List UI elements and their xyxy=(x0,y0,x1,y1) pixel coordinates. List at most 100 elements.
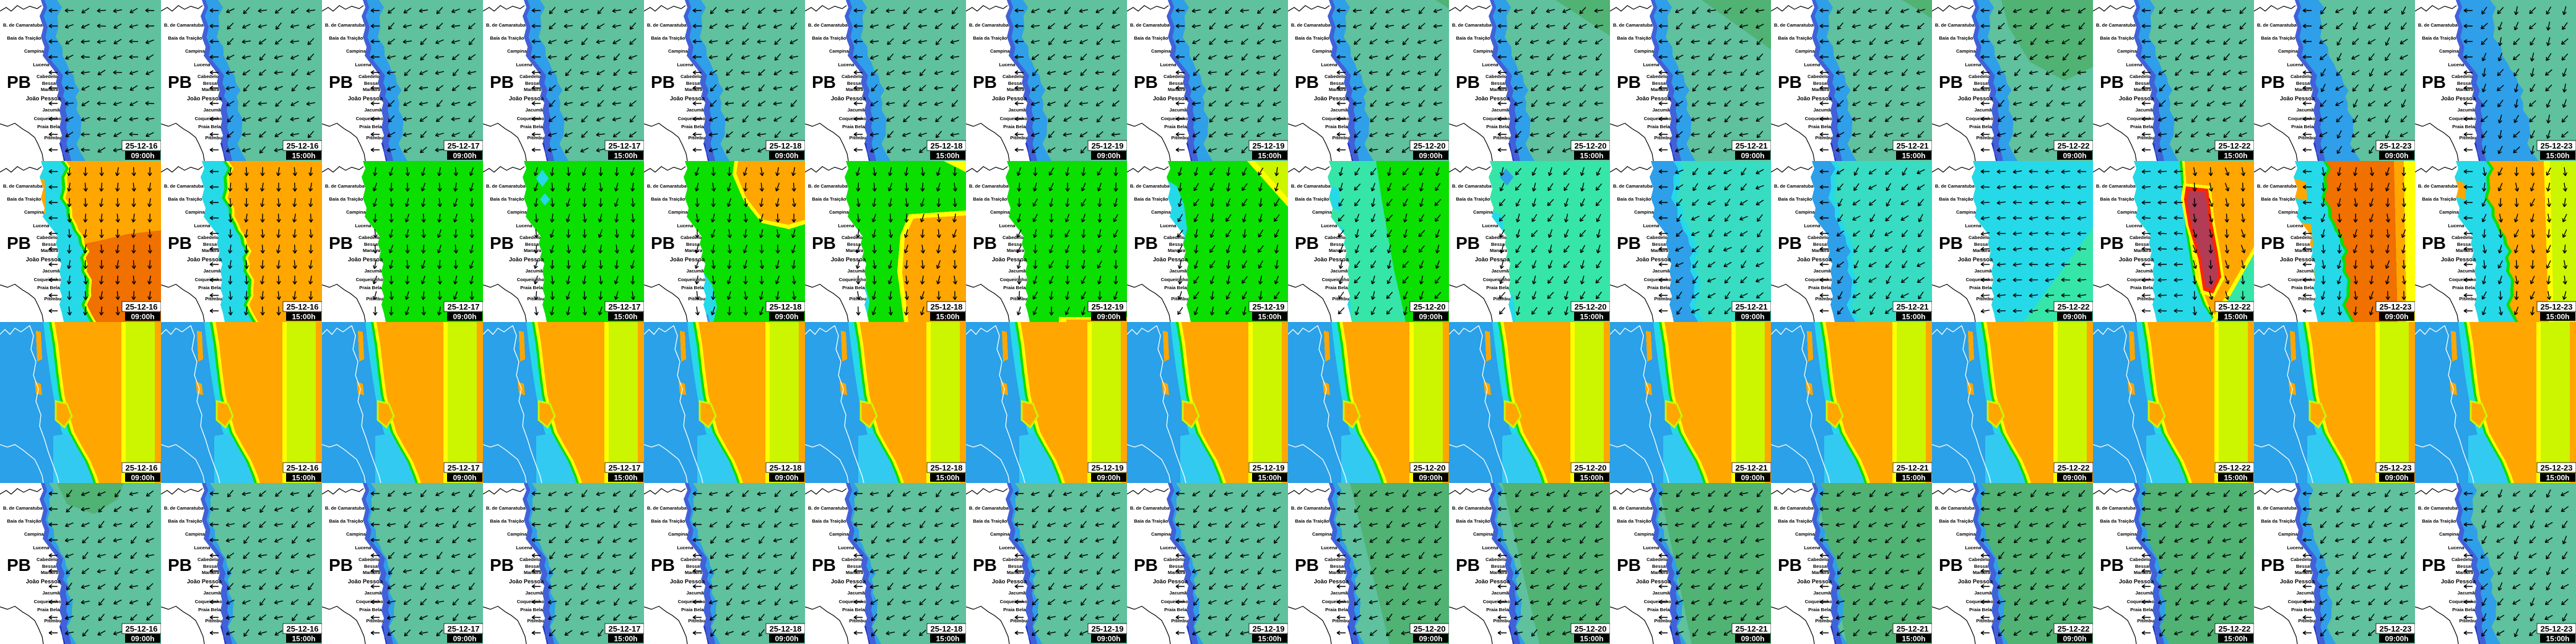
place-label: Manaíra xyxy=(1168,87,1186,92)
place-label: B. de Camaratuba xyxy=(969,505,1009,511)
forecast-tile-r4-c1[interactable]: B. de Camaratuba Baía da Traição Campina Lu… xyxy=(0,483,161,644)
forecast-tile-r4-c2[interactable]: B. de Camaratuba Baía da Traição Campina Lu… xyxy=(161,483,322,644)
forecast-tile-r3-c1[interactable]: 25-12-16 09:00h xyxy=(0,322,161,483)
forecast-tile-r4-c11[interactable]: B. de Camaratuba Baía da Traição Campina Lu… xyxy=(1610,483,1771,644)
forecast-tile-r3-c15[interactable]: 25-12-23 09:00h xyxy=(2254,322,2415,483)
time-label: 09:00h xyxy=(453,152,476,160)
forecast-tile-r3-c16[interactable]: 25-12-23 15:00h xyxy=(2415,322,2576,483)
forecast-tile-r1-c8[interactable]: B. de Camaratuba Baía da Traição Campina Lu… xyxy=(1127,0,1288,161)
forecast-tile-r1-c12[interactable]: B. de Camaratuba Baía da Traição Campina Lu… xyxy=(1771,0,1932,161)
place-label: Coqueirinho xyxy=(1483,599,1511,604)
date-box xyxy=(765,623,805,634)
forecast-tile-r1-c16[interactable]: B. de Camaratuba Baía da Traição Campina Lu… xyxy=(2415,0,2576,161)
forecast-tile-r2-c15[interactable]: B. de Camaratuba Baía da Traição Campina Lu… xyxy=(2254,161,2415,322)
forecast-tile-r2-c5[interactable]: B. de Camaratuba Baía da Traição Campina Lu… xyxy=(644,161,805,322)
forecast-tile-r1-c1[interactable]: B. de Camaratuba Baía da Traição Campina Lu… xyxy=(0,0,161,161)
forecast-tile-r3-c12[interactable]: 25-12-21 15:00h xyxy=(1771,322,1932,483)
forecast-tile-r3-c14[interactable]: 25-12-22 15:00h xyxy=(2093,322,2254,483)
forecast-tile-r4-c9[interactable]: B. de Camaratuba Baía da Traição Campina Lu… xyxy=(1288,483,1449,644)
forecast-tile-r4-c7[interactable]: B. de Camaratuba Baía da Traição Campina Lu… xyxy=(966,483,1127,644)
forecast-tile-r3-c2[interactable]: 25-12-16 15:00h xyxy=(161,322,322,483)
forecast-tile-r3-c11[interactable]: 25-12-21 09:00h xyxy=(1610,322,1771,483)
forecast-tile-r1-c3[interactable]: B. de Camaratuba Baía da Traição Campina Lu… xyxy=(322,0,483,161)
place-label: Baía da Traição xyxy=(1134,518,1168,524)
forecast-tile-r3-c6[interactable]: 25-12-18 15:00h xyxy=(805,322,966,483)
forecast-tile-r2-c8[interactable]: B. de Camaratuba Baía da Traição Campina Lu… xyxy=(1127,161,1288,322)
forecast-tile-r4-c5[interactable]: B. de Camaratuba Baía da Traição Campina Lu… xyxy=(644,483,805,644)
forecast-tile-r2-c11[interactable]: B. de Camaratuba Baía da Traição Campina Lu… xyxy=(1610,161,1771,322)
sea-layers xyxy=(1610,322,1771,483)
forecast-tile-r4-c14[interactable]: B. de Camaratuba Baía da Traição Campina Lu… xyxy=(2093,483,2254,644)
date-label: 25-12-23 xyxy=(2540,463,2572,472)
place-label: João Pessoa xyxy=(26,95,61,102)
forecast-tile-r2-c2[interactable]: B. de Camaratuba Baía da Traição Campina Lu… xyxy=(161,161,322,322)
place-label: Campina xyxy=(24,48,45,54)
place-label: Praia Bela xyxy=(842,285,865,290)
forecast-tile-r4-c3[interactable]: B. de Camaratuba Baía da Traição Campina Lu… xyxy=(322,483,483,644)
forecast-tile-r4-c15[interactable]: B. de Camaratuba Baía da Traição Campina Lu… xyxy=(2254,483,2415,644)
forecast-tile-r1-c14[interactable]: B. de Camaratuba Baía da Traição Campina Lu… xyxy=(2093,0,2254,161)
place-labels: B. de Camaratuba Baía da Traição Campina Lu… xyxy=(2418,22,2476,141)
forecast-tile-r4-c16[interactable]: B. de Camaratuba Baía da Traição Campina Lu… xyxy=(2415,483,2576,644)
forecast-tile-r2-c3[interactable]: B. de Camaratuba Baía da Traição Campina Lu… xyxy=(322,161,483,322)
forecast-tile-r2-c14[interactable]: B. de Camaratuba Baía da Traição Campina Lu… xyxy=(2093,161,2254,322)
forecast-tile-r1-c11[interactable]: B. de Camaratuba Baía da Traição Campina Lu… xyxy=(1610,0,1771,161)
place-label: João Pessoa xyxy=(1314,95,1349,102)
forecast-tile-r3-c5[interactable]: 25-12-18 09:00h xyxy=(644,322,805,483)
date-box xyxy=(1248,623,1288,634)
forecast-tile-r1-c9[interactable]: B. de Camaratuba Baía da Traição Campina Lu… xyxy=(1288,0,1449,161)
forecast-tile-r2-c9[interactable]: B. de Camaratuba Baía da Traição Campina Lu… xyxy=(1288,161,1449,322)
date-label: 25-12-22 xyxy=(2218,463,2250,472)
place-label: Cabedelo xyxy=(1164,74,1185,79)
place-label: João Pessoa xyxy=(670,95,705,102)
forecast-tile-r3-c4[interactable]: 25-12-17 15:00h xyxy=(483,322,644,483)
place-label: Baía da Traição xyxy=(1617,35,1651,41)
forecast-tile-r4-c13[interactable]: B. de Camaratuba Baía da Traição Campina Lu… xyxy=(1932,483,2093,644)
forecast-tile-r3-c9[interactable]: 25-12-20 09:00h xyxy=(1288,322,1449,483)
forecast-tile-r1-c7[interactable]: B. de Camaratuba Baía da Traição Campina Lu… xyxy=(966,0,1127,161)
place-labels: B. de Camaratuba Baía da Traição Campina Lu… xyxy=(1452,183,1510,302)
wind-arrows xyxy=(1980,169,2087,313)
forecast-tile-r1-c5[interactable]: B. de Camaratuba Baía da Traição Campina Lu… xyxy=(644,0,805,161)
place-labels: B. de Camaratuba Baía da Traição Campina Lu… xyxy=(1452,22,1510,141)
forecast-tile-r2-c13[interactable]: B. de Camaratuba Baía da Traição Campina Lu… xyxy=(1932,161,2093,322)
place-label: Jacumã xyxy=(2457,268,2475,274)
time-box xyxy=(1574,634,1609,643)
forecast-tile-r4-c10[interactable]: B. de Camaratuba Baía da Traição Campina Lu… xyxy=(1449,483,1610,644)
forecast-tile-r1-c6[interactable]: B. de Camaratuba Baía da Traição Campina Lu… xyxy=(805,0,966,161)
forecast-tile-r1-c4[interactable]: B. de Camaratuba Baía da Traição Campina Lu… xyxy=(483,0,644,161)
forecast-tile-r4-c12[interactable]: B. de Camaratuba Baía da Traição Campina Lu… xyxy=(1771,483,1932,644)
forecast-tile-r3-c8[interactable]: 25-12-19 15:00h xyxy=(1127,322,1288,483)
wave-map: 25-12-19 15:00h xyxy=(1127,322,1288,483)
place-label: Jacumã xyxy=(1169,268,1187,274)
forecast-tile-r4-c8[interactable]: B. de Camaratuba Baía da Traição Campina Lu… xyxy=(1127,483,1288,644)
place-label: Praia Bela xyxy=(842,124,865,129)
forecast-tile-r3-c10[interactable]: 25-12-20 15:00h xyxy=(1449,322,1610,483)
state-label: PB xyxy=(1778,72,1802,92)
wind-map: B. de Camaratuba Baía da Traição Campina Lu… xyxy=(966,161,1127,322)
forecast-tile-r2-c4[interactable]: B. de Camaratuba Baía da Traição Campina Lu… xyxy=(483,161,644,322)
forecast-tile-r4-c6[interactable]: B. de Camaratuba Baía da Traição Campina Lu… xyxy=(805,483,966,644)
forecast-tile-r1-c2[interactable]: B. de Camaratuba Baía da Traição Campina Lu… xyxy=(161,0,322,161)
forecast-tile-r4-c4[interactable]: B. de Camaratuba Baía da Traição Campina Lu… xyxy=(483,483,644,644)
place-label: B. de Camaratuba xyxy=(2096,505,2136,511)
forecast-tile-r1-c15[interactable]: B. de Camaratuba Baía da Traição Campina Lu… xyxy=(2254,0,2415,161)
forecast-tile-r3-c3[interactable]: 25-12-17 09:00h xyxy=(322,322,483,483)
forecast-tile-r2-c1[interactable]: B. de Camaratuba Baía da Traição Campina Lu… xyxy=(0,161,161,322)
forecast-tile-r2-c10[interactable]: B. de Camaratuba Baía da Traição Campina Lu… xyxy=(1449,161,1610,322)
forecast-tile-r2-c6[interactable]: B. de Camaratuba Baía da Traição Campina Lu… xyxy=(805,161,966,322)
forecast-tile-r3-c13[interactable]: 25-12-22 09:00h xyxy=(1932,322,2093,483)
date-label: 25-12-23 xyxy=(2540,624,2572,633)
timestamp: 25-12-23 15:00h xyxy=(2536,140,2576,160)
forecast-tile-r2-c16[interactable]: B. de Camaratuba Baía da Traição Campina Lu… xyxy=(2415,161,2576,322)
date-label: 25-12-19 xyxy=(1091,302,1123,311)
time-box xyxy=(2379,634,2414,643)
forecast-tile-r3-c7[interactable]: 25-12-19 09:00h xyxy=(966,322,1127,483)
place-label: Lucena xyxy=(1482,62,1499,67)
forecast-tile-r2-c7[interactable]: B. de Camaratuba Baía da Traição Campina Lu… xyxy=(966,161,1127,322)
place-label: Coqueirinho xyxy=(1644,116,1672,121)
forecast-tile-r1-c13[interactable]: B. de Camaratuba Baía da Traição Campina Lu… xyxy=(1932,0,2093,161)
forecast-tile-r1-c10[interactable]: B. de Camaratuba Baía da Traição Campina Lu… xyxy=(1449,0,1610,161)
forecast-tile-r2-c12[interactable]: B. de Camaratuba Baía da Traição Campina Lu… xyxy=(1771,161,1932,322)
place-label: Pitimbu xyxy=(1976,296,1993,302)
